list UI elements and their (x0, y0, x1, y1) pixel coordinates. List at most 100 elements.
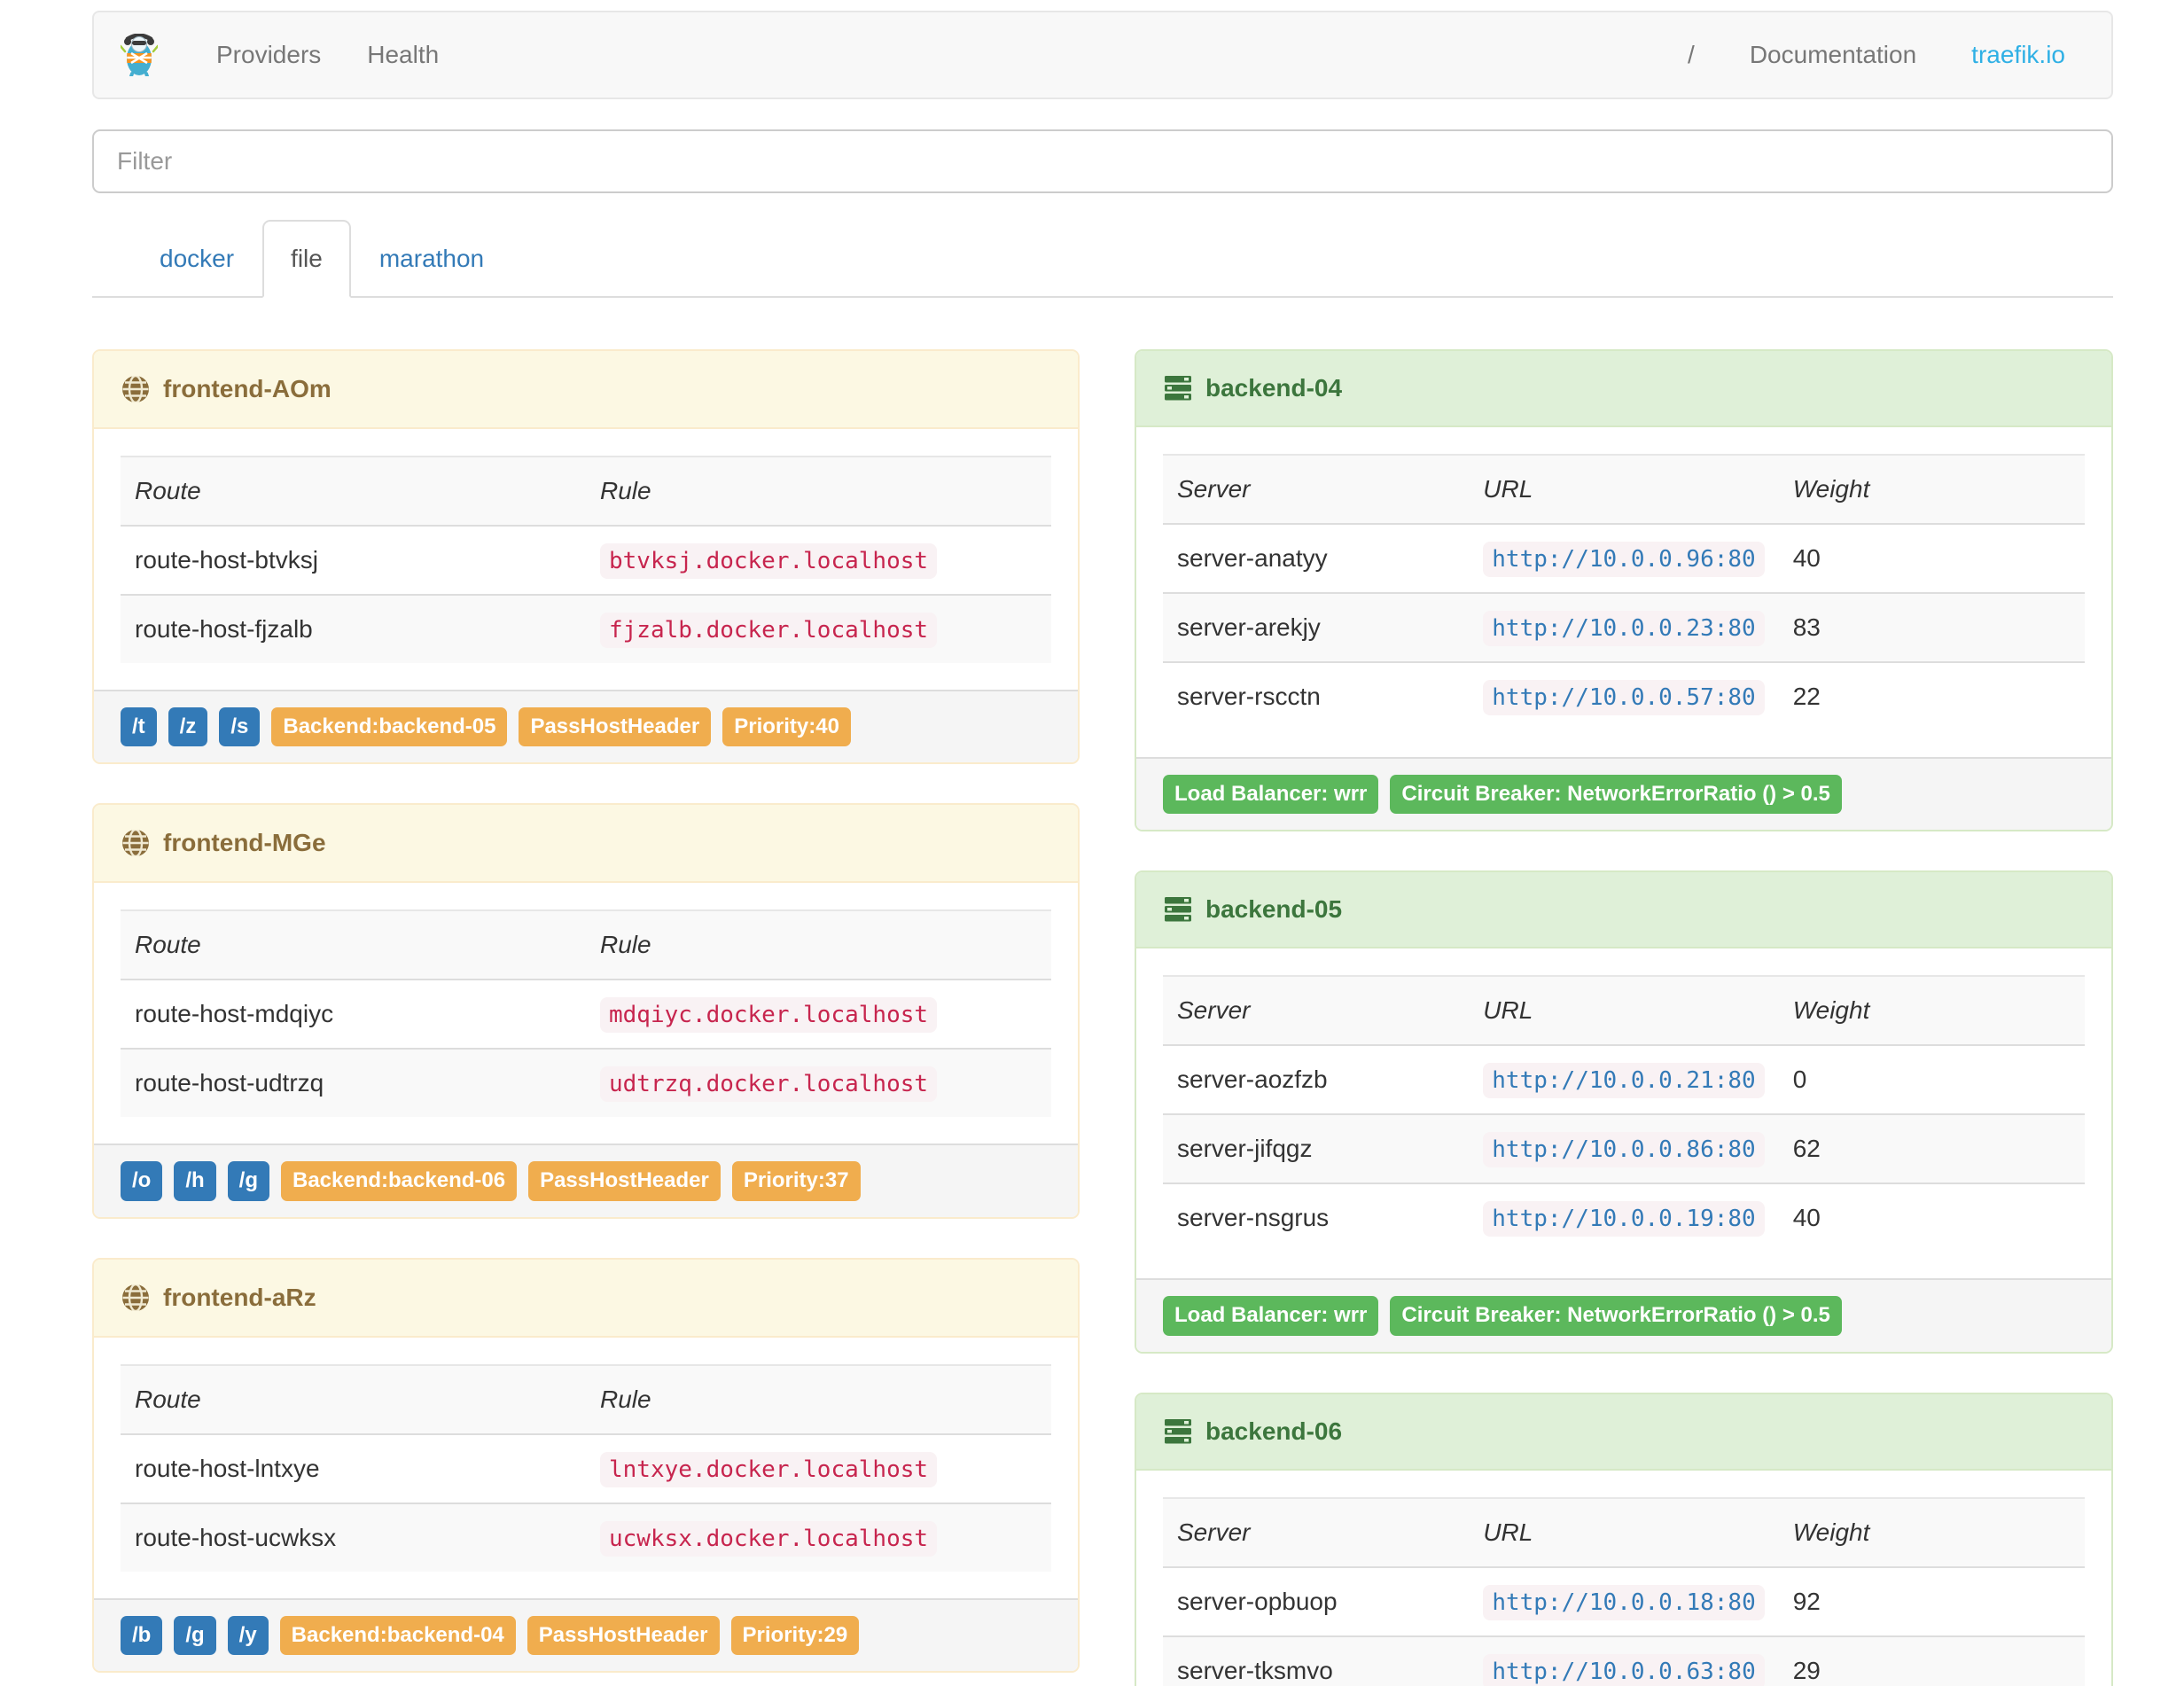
traefik-logo-icon[interactable] (121, 34, 158, 76)
path-badge: /s (219, 707, 261, 747)
nav-path-separator: / (1688, 41, 1695, 68)
servers-table: Server URL Weight server-aozfzb http://10.0.… (1163, 975, 2085, 1252)
backend-panel-header: backend-05 (1136, 872, 2111, 949)
server-name: server-tksmvo (1177, 1656, 1333, 1684)
path-badge: /g (174, 1615, 216, 1656)
tab-docker[interactable]: docker (160, 245, 235, 272)
route-name: route-host-lntxye (135, 1454, 320, 1482)
frontend-panel-header: frontend-aRz (94, 1259, 1078, 1338)
nav-link-documentation[interactable]: Documentation (1749, 41, 1917, 68)
route-column-header: Route (121, 910, 586, 981)
route-rule: mdqiyc.docker.localhost (600, 997, 938, 1034)
frontend-panel-body: Route Rule route-host-btvksj btvksj.docker.… (94, 429, 1078, 690)
backend-panel-header: backend-06 (1136, 1393, 2111, 1471)
frontend-tag-badge: Priority:29 (730, 1615, 860, 1656)
frontend-tag-badge: Backend:backend-06 (280, 1161, 518, 1201)
tab-file[interactable]: file (262, 220, 351, 298)
frontend-panel-body: Route Rule route-host-mdqiyc mdqiyc.docker.… (94, 883, 1078, 1144)
servers-header-row: Server URL Weight (1163, 976, 2085, 1047)
path-badge: /t (121, 707, 157, 747)
frontend-tag-badge: PassHostHeader (519, 707, 712, 747)
path-badge: /h (174, 1161, 216, 1201)
route-row: route-host-lntxye lntxye.docker.localhost (121, 1434, 1051, 1503)
server-url-link[interactable]: http://10.0.0.63:80 (1483, 1653, 1765, 1686)
server-row: server-rscctn http://10.0.0.57:80 22 (1163, 662, 2085, 730)
route-name: route-host-btvksj (135, 546, 318, 574)
server-row: server-opbuop http://10.0.0.18:80 92 (1163, 1567, 2085, 1636)
server-name: server-arekjy (1177, 613, 1321, 641)
frontend-panel-header: frontend-AOm (94, 351, 1078, 429)
backend-config-badge: Circuit Breaker: NetworkErrorRatio () > … (1390, 1296, 1842, 1336)
server-row: server-jifqgz http://10.0.0.86:80 62 (1163, 1114, 2085, 1184)
nav-link-traefik-io[interactable]: traefik.io (1971, 41, 2065, 68)
backend-panel: backend-04 Server URL Weight server-anatyy ht… (1135, 349, 2113, 832)
frontend-title: frontend-MGe (163, 829, 326, 857)
frontend-tag-badge: Backend:backend-04 (279, 1615, 516, 1656)
frontend-panel-header: frontend-MGe (94, 805, 1078, 884)
route-name: route-host-ucwksx (135, 1523, 337, 1551)
server-weight: 40 (1792, 1204, 1821, 1232)
path-badge: /z (168, 707, 208, 747)
server-url-link[interactable]: http://10.0.0.21:80 (1483, 1063, 1765, 1099)
weight-column-header: Weight (1778, 455, 2085, 525)
server-url-link[interactable]: http://10.0.0.57:80 (1483, 680, 1765, 715)
routes-header-row: Route Rule (121, 910, 1051, 981)
content-row: frontend-AOm Route Rule route-host-btvksj bt… (92, 349, 2113, 1686)
server-row: server-aozfzb http://10.0.0.21:80 0 (1163, 1045, 2085, 1114)
backend-config-badge: Circuit Breaker: NetworkErrorRatio () > … (1390, 775, 1842, 815)
server-url-link[interactable]: http://10.0.0.19:80 (1483, 1201, 1765, 1237)
frontend-panel-footer: /o/h/g Backend:backend-06 PassHostHeader Pr… (94, 1144, 1078, 1217)
path-badge: /y (227, 1615, 269, 1656)
server-url-link[interactable]: http://10.0.0.86:80 (1483, 1132, 1765, 1168)
route-column-header: Route (121, 457, 586, 527)
url-column-header: URL (1469, 1497, 1779, 1568)
server-name: server-jifqgz (1177, 1135, 1313, 1163)
server-column-header: Server (1163, 1497, 1470, 1568)
rule-column-header: Rule (586, 910, 1051, 981)
server-weight: 62 (1792, 1135, 1821, 1163)
server-stack-icon (1163, 895, 1193, 924)
frontend-tag-badge: PassHostHeader (528, 1161, 721, 1201)
route-row: route-host-ucwksx ucwksx.docker.localhost (121, 1503, 1051, 1572)
server-stack-icon (1163, 374, 1193, 402)
backend-panel-header: backend-04 (1136, 351, 2111, 427)
nav-link-providers[interactable]: Providers (216, 41, 322, 68)
servers-header-row: Server URL Weight (1163, 455, 2085, 525)
server-stack-icon (1163, 1417, 1193, 1446)
backend-panel-footer: Load Balancer: wrr Circuit Breaker: Netwo… (1136, 757, 2111, 831)
server-url-link[interactable]: http://10.0.0.18:80 (1483, 1584, 1765, 1620)
backend-title: backend-04 (1205, 374, 1343, 402)
nav-link-health[interactable]: Health (367, 41, 440, 68)
backend-panel-body: Server URL Weight server-anatyy http://10.0.… (1136, 427, 2111, 757)
server-weight: 29 (1792, 1656, 1821, 1684)
tab-marathon[interactable]: marathon (378, 245, 485, 272)
route-column-header: Route (121, 1364, 586, 1435)
server-weight: 40 (1792, 544, 1821, 572)
backend-config-badge: Load Balancer: wrr (1163, 775, 1379, 815)
frontend-tag-badge: Backend:backend-05 (271, 707, 508, 747)
server-row: server-nsgrus http://10.0.0.19:80 40 (1163, 1183, 2085, 1252)
server-name: server-nsgrus (1177, 1204, 1330, 1232)
server-name: server-aozfzb (1177, 1065, 1328, 1094)
frontend-tag-badge: Priority:37 (731, 1161, 861, 1201)
server-row: server-anatyy http://10.0.0.96:80 40 (1163, 524, 2085, 593)
frontend-panel: frontend-MGe Route Rule route-host-mdqiyc md… (92, 803, 1080, 1219)
backends-column: backend-04 Server URL Weight server-anatyy ht… (1135, 349, 2113, 1686)
routes-table: Route Rule route-host-btvksj btvksj.docker.… (121, 456, 1051, 663)
route-rule: ucwksx.docker.localhost (600, 1520, 938, 1557)
backend-panel: backend-05 Server URL Weight server-aozfzb ht… (1135, 870, 2113, 1354)
route-row: route-host-fjzalb fjzalb.docker.localhost (121, 595, 1051, 663)
filter-input[interactable] (92, 129, 2113, 193)
navbar-right-links: / Documentation traefik.io (1633, 41, 2085, 69)
path-badge: /o (121, 1161, 163, 1201)
backend-config-badge: Load Balancer: wrr (1163, 1296, 1379, 1336)
url-column-header: URL (1469, 455, 1779, 525)
server-url-link[interactable]: http://10.0.0.96:80 (1483, 542, 1765, 577)
route-row: route-host-btvksj btvksj.docker.localhost (121, 526, 1051, 595)
globe-icon (121, 374, 151, 404)
route-rule: lntxye.docker.localhost (600, 1451, 938, 1487)
rule-column-header: Rule (586, 457, 1051, 527)
server-url-link[interactable]: http://10.0.0.23:80 (1483, 611, 1765, 646)
server-row: server-arekjy http://10.0.0.23:80 83 (1163, 593, 2085, 662)
backend-panel-footer: Load Balancer: wrr Circuit Breaker: Netwo… (1136, 1278, 2111, 1352)
